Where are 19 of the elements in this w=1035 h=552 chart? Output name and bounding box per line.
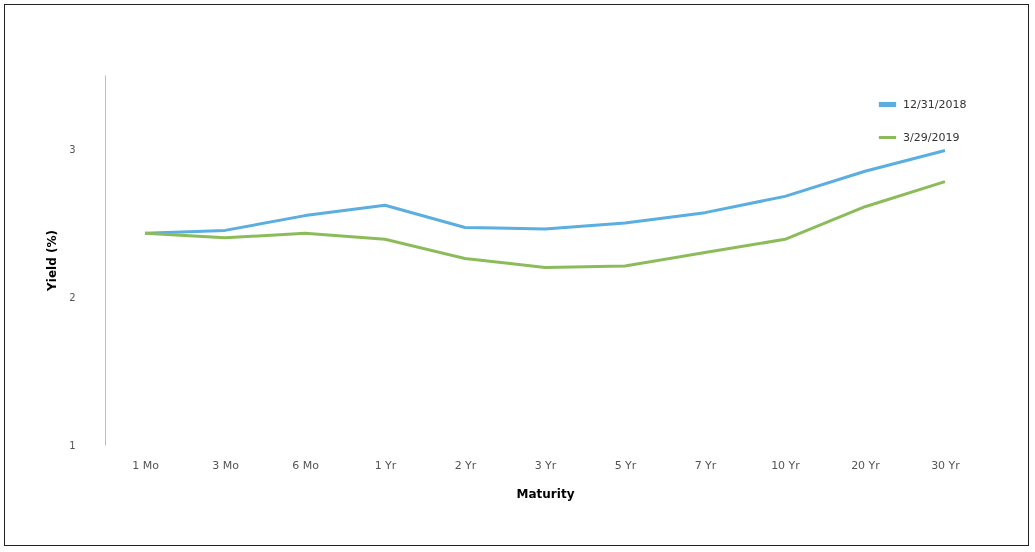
x-axis-title: Maturity (516, 486, 575, 501)
y-tick-label: 1 (69, 439, 76, 451)
y-axis-title: Yield (%) (45, 230, 60, 292)
y-tick-label: 2 (69, 291, 76, 303)
x-tick-label: 6 Mo (292, 458, 320, 472)
legend-label: 3/29/2019 (903, 130, 960, 144)
x-tick-label: 3 Mo (212, 458, 240, 472)
x-tick-label: 20 Yr (851, 458, 881, 472)
line-series (143, 180, 947, 269)
x-tick-label: 7 Yr (694, 458, 717, 472)
legend-label: 12/31/2018 (903, 97, 967, 111)
x-tick-label: 5 Yr (614, 458, 637, 472)
x-tick-label: 3 Yr (534, 458, 557, 472)
x-tick-label: 1 Yr (374, 458, 397, 472)
y-tick-label: 3 (69, 143, 76, 155)
x-tick-label: 30 Yr (931, 458, 961, 472)
x-tick-label: 2 Yr (454, 458, 477, 472)
x-tick-label: 10 Yr (771, 458, 801, 472)
x-tick-label: 1 Mo (132, 458, 160, 472)
